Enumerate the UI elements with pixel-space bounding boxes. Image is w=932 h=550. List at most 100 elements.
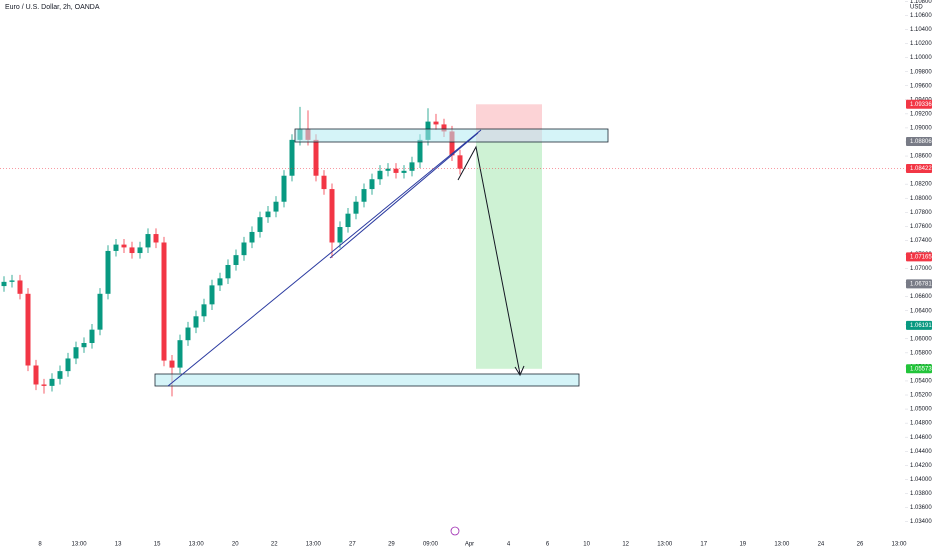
candle-body (225, 264, 231, 279)
y-tick-label: 1.04800 (910, 421, 932, 427)
candle-body (361, 189, 367, 202)
x-tick-label: 4 (507, 542, 511, 548)
price-tag (906, 252, 932, 262)
candle-body (273, 201, 279, 212)
candle-body (9, 280, 15, 282)
candle-body (89, 329, 95, 344)
y-tick-label: 1.03400 (910, 519, 932, 525)
x-tick-label: 19 (739, 542, 746, 548)
y-tick-label: 1.05000 (910, 407, 932, 413)
candle-body (1, 281, 7, 287)
x-tick-label: 15 (154, 542, 161, 548)
candle-body (417, 139, 423, 163)
candle-body (25, 293, 31, 366)
candle-body (337, 227, 343, 243)
candle-body (49, 378, 55, 386)
y-tick-label: 1.06600 (910, 294, 932, 300)
y-tick-label: 1.06000 (910, 336, 932, 342)
candle-body (129, 247, 135, 254)
candle-body (385, 168, 391, 171)
y-tick-label: 1.10400 (910, 27, 932, 33)
x-tick-label: 6 (546, 542, 550, 548)
candle-body (457, 155, 463, 169)
arrow-head (514, 365, 525, 377)
candle-body (153, 234, 159, 243)
candle-body (353, 201, 359, 214)
projection-arrow (457, 145, 521, 375)
y-tick-label: 1.04400 (910, 449, 932, 455)
x-tick-label: 8 (38, 542, 42, 548)
y-tick-label: 1.10800 (910, 0, 932, 5)
candle-body (193, 316, 199, 328)
y-tick-label: 1.04200 (910, 463, 932, 469)
price-tag-label: 1.06191 (910, 323, 932, 329)
x-tick-label: 20 (232, 542, 239, 548)
candle-body (401, 170, 407, 173)
candle-body (121, 244, 127, 248)
candle-body (249, 231, 255, 243)
symbol-title: Euro / U.S. Dollar, 2h, OANDA (5, 4, 100, 11)
trendline (167, 129, 482, 387)
x-tick-label: 13:00 (189, 542, 205, 548)
price-tag (906, 279, 932, 289)
candle-body (441, 124, 447, 132)
y-tick-label: 1.09600 (910, 83, 932, 89)
candle-body (177, 340, 183, 368)
x-tick-label: 10 (583, 542, 590, 548)
candle-body (33, 365, 39, 385)
price-tag-label: 1.08806 (910, 139, 932, 145)
x-tick-label: 24 (818, 542, 825, 548)
y-tick-label: 1.10200 (910, 41, 932, 47)
price-tag-label: 1.06781 (910, 281, 932, 287)
y-tick-label: 1.08600 (910, 154, 932, 160)
y-tick-label: 1.07000 (910, 266, 932, 272)
candle-body (257, 217, 263, 232)
candle-body (313, 139, 319, 176)
y-tick-label: 1.07600 (910, 224, 932, 230)
x-tick-label: 29 (388, 542, 395, 548)
trendline (329, 132, 479, 259)
overlay (154, 128, 609, 536)
support-zone (154, 373, 580, 387)
candle-body (145, 234, 151, 248)
price-tag (906, 320, 932, 330)
candle-body (369, 179, 375, 190)
drawings (476, 104, 542, 369)
y-tick-label: 1.04600 (910, 435, 932, 441)
y-tick-label: 1.05800 (910, 350, 932, 356)
candle-body (113, 244, 119, 251)
price-tag (906, 164, 932, 174)
candle-body (41, 384, 47, 386)
x-tick-label: 13:00 (72, 542, 88, 548)
y-tick-label: 1.07800 (910, 210, 932, 216)
candle-body (105, 250, 111, 294)
x-tick-label: 27 (349, 542, 356, 548)
event-icon[interactable] (450, 526, 460, 536)
y-tick-label: 1.04000 (910, 477, 932, 483)
candle-body (201, 304, 207, 317)
candle-body (185, 327, 191, 341)
y-tick-label: 1.03800 (910, 491, 932, 497)
candle-body (65, 358, 71, 372)
y-tick-label: 1.10000 (910, 55, 932, 61)
x-tick-label: Apr (465, 542, 474, 548)
candle-body (57, 371, 63, 379)
x-tick-label: 13:00 (306, 542, 322, 548)
x-tick-label: 09:00 (423, 542, 439, 548)
candle-body (97, 293, 103, 330)
y-tick-label: 1.10600 (910, 13, 932, 19)
price-tag (906, 99, 932, 109)
candle-body (81, 343, 87, 348)
price-tag (906, 364, 932, 374)
candle-body (329, 189, 335, 243)
candle-body (265, 211, 271, 218)
candle-body (433, 121, 439, 125)
resistance-zone (294, 128, 609, 143)
candle-body (281, 175, 287, 202)
candle-body (17, 280, 23, 294)
candle-body (321, 175, 327, 190)
currency: USD (910, 5, 923, 11)
candle-body (233, 255, 239, 265)
